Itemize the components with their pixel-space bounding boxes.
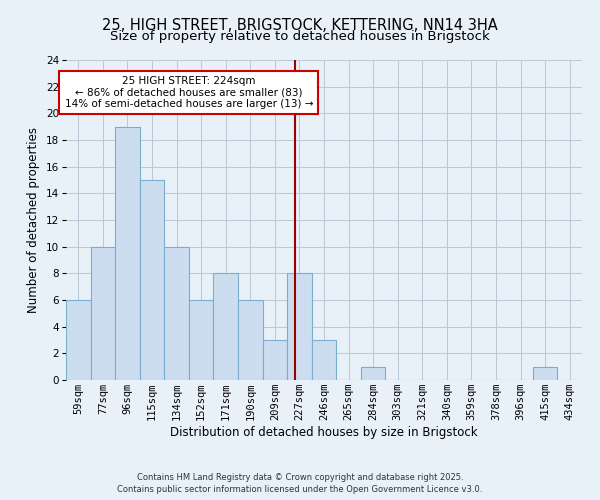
- Bar: [115, 126, 140, 380]
- Text: Contains HM Land Registry data © Crown copyright and database right 2025.
Contai: Contains HM Land Registry data © Crown c…: [118, 472, 482, 494]
- Bar: [66, 300, 91, 380]
- Bar: [214, 274, 238, 380]
- Bar: [164, 246, 189, 380]
- Text: 25 HIGH STREET: 224sqm
← 86% of detached houses are smaller (83)
14% of semi-det: 25 HIGH STREET: 224sqm ← 86% of detached…: [65, 76, 313, 109]
- Bar: [361, 366, 385, 380]
- Y-axis label: Number of detached properties: Number of detached properties: [27, 127, 40, 313]
- X-axis label: Distribution of detached houses by size in Brigstock: Distribution of detached houses by size …: [170, 426, 478, 439]
- Bar: [238, 300, 263, 380]
- Bar: [140, 180, 164, 380]
- Bar: [312, 340, 336, 380]
- Text: Size of property relative to detached houses in Brigstock: Size of property relative to detached ho…: [110, 30, 490, 43]
- Bar: [189, 300, 214, 380]
- Text: 25, HIGH STREET, BRIGSTOCK, KETTERING, NN14 3HA: 25, HIGH STREET, BRIGSTOCK, KETTERING, N…: [102, 18, 498, 32]
- Bar: [533, 366, 557, 380]
- Bar: [91, 246, 115, 380]
- Bar: [287, 274, 312, 380]
- Bar: [263, 340, 287, 380]
